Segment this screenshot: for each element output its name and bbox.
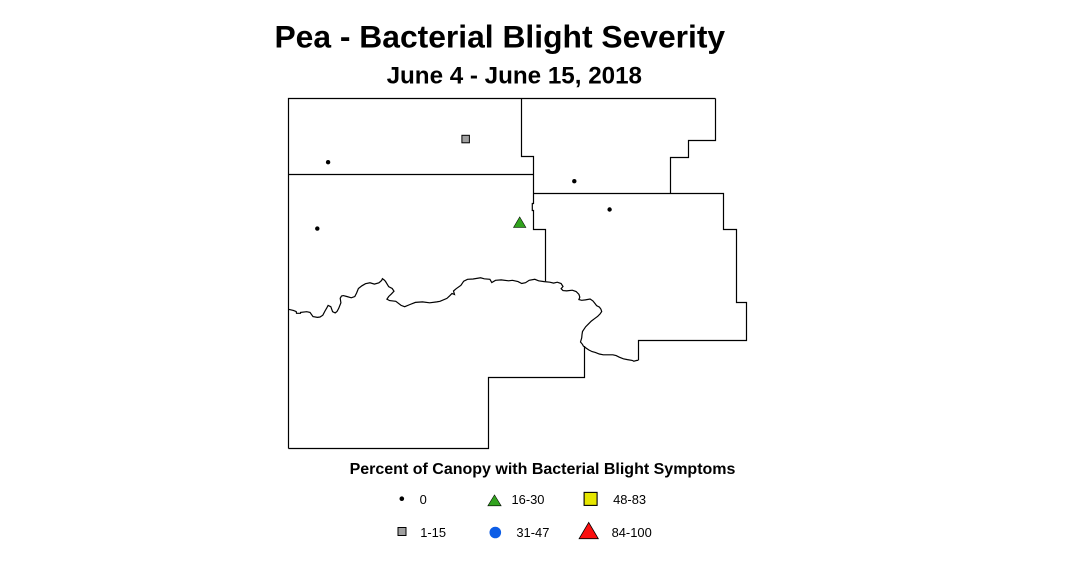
svg-text:16-30: 16-30 [512,492,545,507]
svg-text:48-83: 48-83 [613,492,646,507]
svg-text:84-100: 84-100 [612,525,652,540]
svg-text:0: 0 [420,492,427,507]
svg-text:1-15: 1-15 [420,525,446,540]
svg-text:Percent of Canopy with Bacteri: Percent of Canopy with Bacterial Blight … [350,461,736,478]
svg-text:31-47: 31-47 [516,525,549,540]
svg-text:Pea - Bacterial Blight Severit: Pea - Bacterial Blight Severity [274,18,725,54]
svg-text:June 4 - June 15, 2018: June 4 - June 15, 2018 [387,62,642,89]
